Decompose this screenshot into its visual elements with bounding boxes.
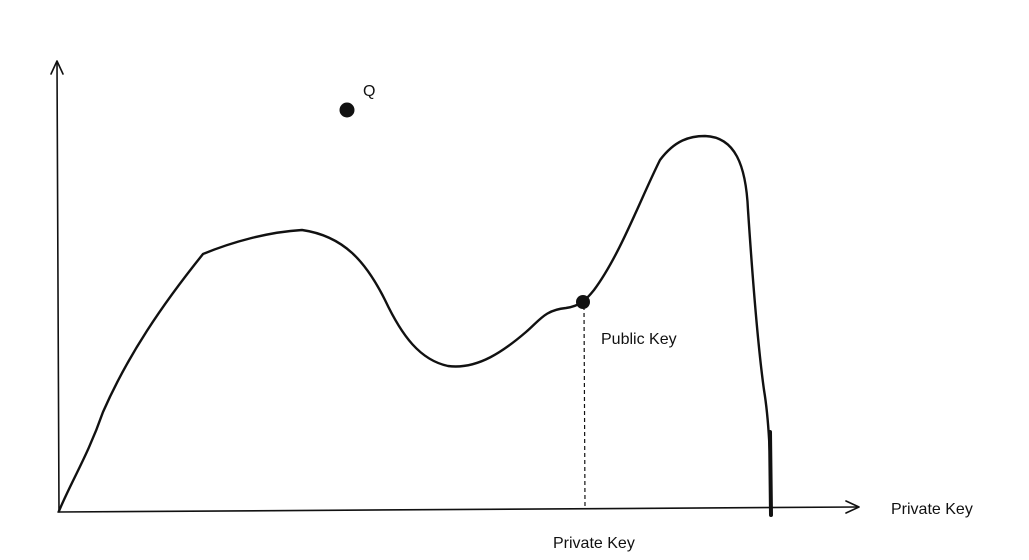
- x-axis: [57, 500, 860, 514]
- private-key-point-label: Private Key: [553, 535, 635, 552]
- y-axis: [50, 60, 64, 513]
- public-key-drop-line: [583, 305, 586, 508]
- curve: [57, 134, 773, 516]
- public-key-label: Public Key: [601, 331, 677, 348]
- point-q-label: Q: [363, 83, 376, 100]
- x-axis-arrow-icon: [845, 500, 860, 514]
- point-q-dot-icon: [339, 102, 355, 118]
- public-key-dot-icon: [576, 295, 590, 309]
- x-axis-label: Private Key: [891, 501, 973, 518]
- curve-tail: [768, 430, 773, 517]
- y-axis-arrow-icon: [50, 60, 64, 75]
